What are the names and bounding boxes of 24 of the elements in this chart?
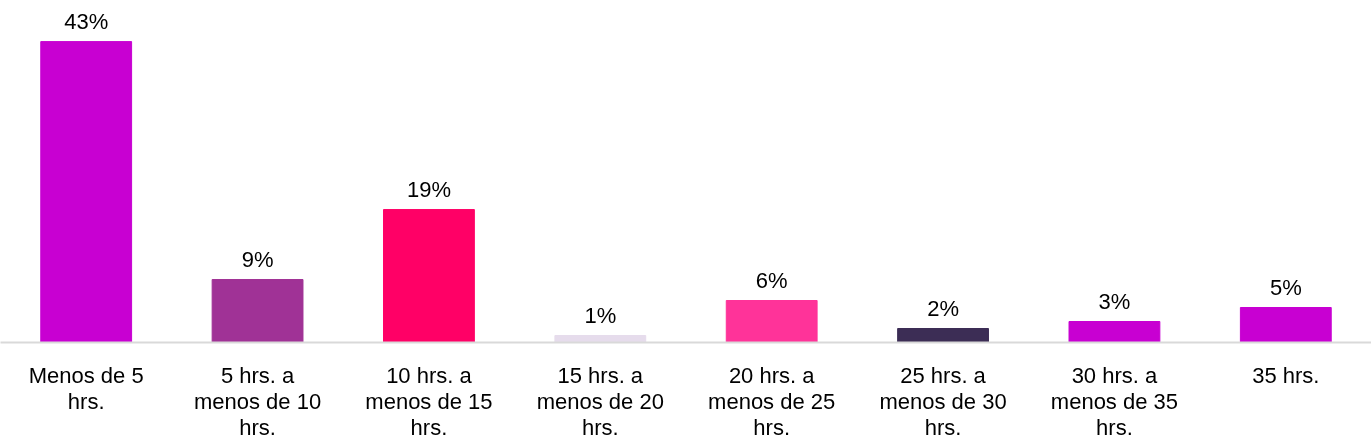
bar [897,328,989,343]
data-label: 43% [64,8,109,34]
data-label: 2% [927,295,959,321]
bar [211,279,304,343]
x-tick-label: 5 hrs. a menos de 10 hrs. [193,362,322,440]
x-tick-label: 25 hrs. a menos de 30 hrs. [879,362,1007,440]
data-label: 3% [1098,288,1131,314]
bar [725,300,818,343]
bar [40,41,133,343]
bar [383,209,475,343]
data-label: 6% [755,267,788,293]
data-label: 19% [406,176,451,202]
x-tick-label: 35 hrs. [1252,362,1320,388]
x-tick-label: Menos de 5 hrs. [28,362,144,414]
data-label: 1% [584,302,617,328]
bar [554,335,647,343]
x-tick-label: 10 hrs. a menos de 15 hrs. [365,362,493,440]
x-tick-label: 30 hrs. a menos de 35 hrs. [1050,362,1179,440]
x-tick-label: 15 hrs. a menos de 20 hrs. [536,362,664,440]
bar [1239,307,1332,343]
data-label: 5% [1269,274,1302,300]
data-label: 9% [241,246,274,272]
x-tick-label: 20 hrs. a menos de 25 hrs. [708,362,836,440]
bar [1068,321,1161,343]
